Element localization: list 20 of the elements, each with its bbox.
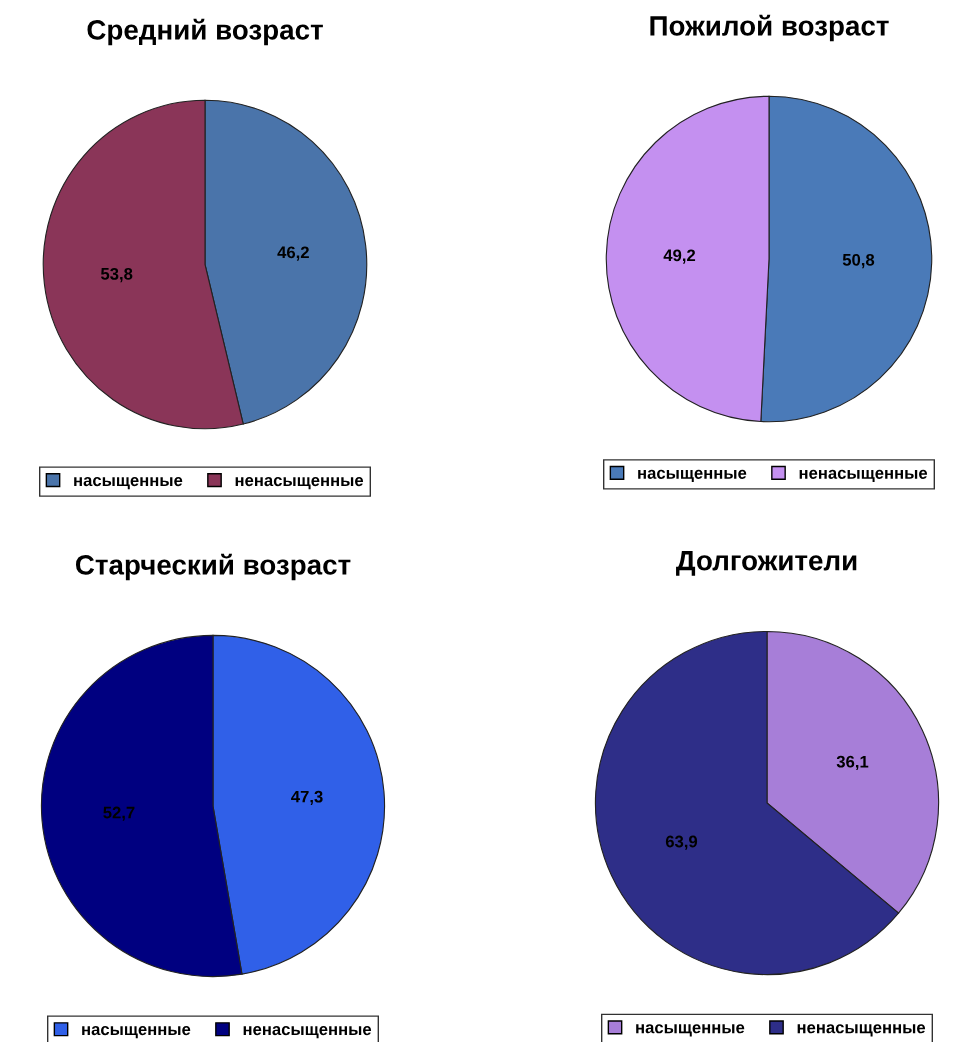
chart-title: Средний возраст xyxy=(87,18,323,46)
legend-label: насыщенные xyxy=(74,477,183,490)
data-label: 36,1 xyxy=(836,755,869,770)
legend-label: ненасыщенные xyxy=(235,477,364,490)
data-label: 50,8 xyxy=(842,253,875,269)
legend-label: насыщенные xyxy=(638,469,747,483)
data-label: 63,9 xyxy=(665,835,698,850)
data-label: 46,2 xyxy=(277,246,309,261)
chart-title: Долгожители xyxy=(676,551,857,576)
data-label: 52,7 xyxy=(103,806,135,821)
data-label: 47,3 xyxy=(291,790,323,805)
legend-label: насыщенные xyxy=(82,1026,191,1039)
data-label: 53,8 xyxy=(100,267,133,283)
legend-label: ненасыщенные xyxy=(799,469,928,483)
chart-title: Старческий возраст xyxy=(75,553,351,581)
legend-label: ненасыщенные xyxy=(243,1026,372,1039)
legend-label: насыщенные xyxy=(636,1024,745,1037)
legend-label: ненасыщенные xyxy=(797,1024,926,1037)
chart-title: Пожилой возраст xyxy=(650,14,889,42)
data-label: 49,2 xyxy=(663,249,696,264)
